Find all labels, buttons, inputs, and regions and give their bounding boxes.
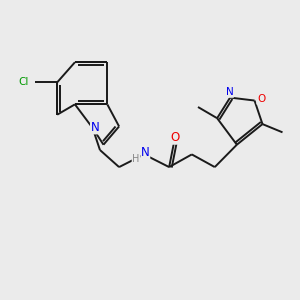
Text: O: O: [171, 131, 180, 144]
Text: O: O: [257, 94, 265, 104]
Text: N: N: [141, 146, 150, 159]
Text: N: N: [91, 121, 99, 134]
Text: Cl: Cl: [18, 77, 29, 87]
Text: N: N: [226, 87, 233, 97]
Text: H: H: [132, 154, 140, 164]
